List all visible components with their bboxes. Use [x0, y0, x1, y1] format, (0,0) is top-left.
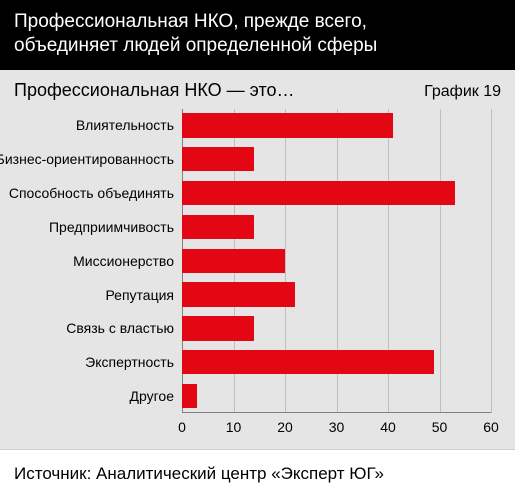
header-line1: Профессиональная НКО, прежде всего, [14, 11, 367, 32]
bar [182, 181, 455, 205]
bar-category-label: Другое [130, 388, 182, 404]
x-tick-label: 10 [226, 419, 242, 435]
bar [182, 316, 254, 340]
x-tick-label: 30 [329, 419, 345, 435]
bar-row: Миссионерство [182, 249, 491, 273]
bar-category-label: Способность объединять [9, 185, 182, 201]
bar-row: Влиятельность [182, 113, 491, 137]
bar [182, 215, 254, 239]
bar-category-label: Влиятельность [76, 117, 182, 133]
bar-row: Бизнес-ориентированность [182, 147, 491, 171]
bar-row: Репутация [182, 282, 491, 306]
bar [182, 249, 285, 273]
bar [182, 350, 434, 374]
header-line2: объединяет людей определенной сферы [14, 35, 377, 56]
gridline [491, 109, 492, 414]
bar [182, 113, 393, 137]
chart-area: Профессиональная НКО — это… График 19 01… [0, 70, 515, 450]
x-tick-label: 40 [380, 419, 396, 435]
bar [182, 282, 295, 306]
chart-plot: 0102030405060ВлиятельностьБизнес-ориенти… [182, 109, 491, 414]
chart-title: Профессиональная НКО — это… [14, 80, 295, 101]
x-tick-label: 60 [483, 419, 499, 435]
figure-header: Профессиональная НКО, прежде всего, объе… [0, 0, 515, 70]
bar-category-label: Миссионерство [73, 253, 182, 269]
bar-category-label: Бизнес-ориентированность [0, 151, 182, 167]
bar-row: Другое [182, 384, 491, 408]
bar-row: Способность объединять [182, 181, 491, 205]
source-text: Источник: Аналитический центр «Эксперт Ю… [14, 464, 384, 483]
bar [182, 147, 254, 171]
x-tick-label: 20 [277, 419, 293, 435]
bar [182, 384, 197, 408]
bar-row: Предприимчивость [182, 215, 491, 239]
figure-container: Профессиональная НКО, прежде всего, объе… [0, 0, 515, 500]
bar-category-label: Экспертность [85, 354, 182, 370]
chart-title-row: Профессиональная НКО — это… График 19 [14, 80, 501, 101]
chart-number: График 19 [424, 83, 501, 101]
bar-row: Связь с властью [182, 316, 491, 340]
bar-row: Экспертность [182, 350, 491, 374]
x-axis-line [182, 412, 491, 413]
x-tick-label: 0 [178, 419, 186, 435]
bar-category-label: Связь с властью [66, 320, 182, 336]
x-tick-label: 50 [432, 419, 448, 435]
bar-category-label: Предприимчивость [49, 219, 182, 235]
figure-footer: Источник: Аналитический центр «Эксперт Ю… [0, 449, 515, 500]
bar-category-label: Репутация [105, 287, 182, 303]
